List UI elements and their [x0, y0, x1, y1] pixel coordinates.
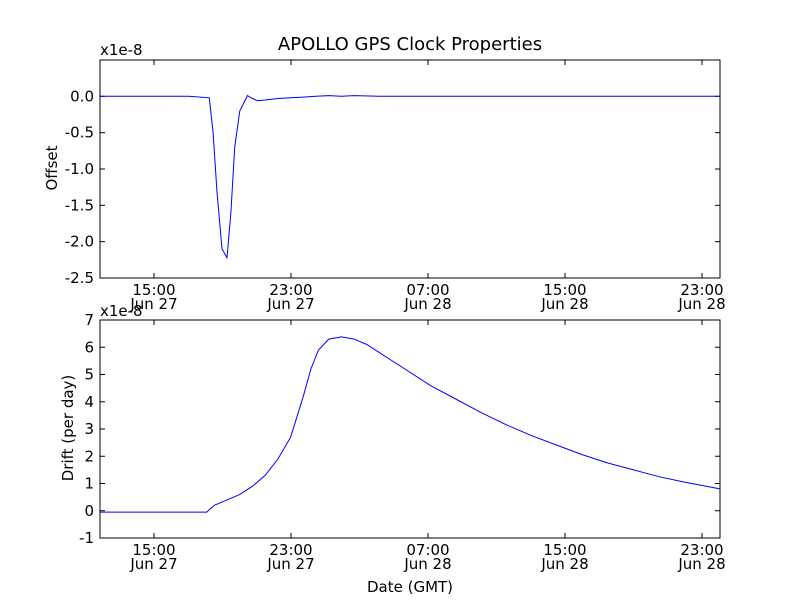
drift-xtick-time: 23:00: [680, 541, 723, 559]
drift-xtick-time: 23:00: [269, 541, 312, 559]
offset-xtick-time: 23:00: [269, 281, 312, 299]
offset-ytick-label: -1.5: [65, 196, 94, 214]
drift-ytick-label: 5: [84, 366, 94, 384]
offset-xtick-time: 15:00: [132, 281, 175, 299]
offset-xtick-date: Jun 27: [129, 295, 177, 313]
offset-ytick-label: 0.0: [70, 87, 94, 105]
offset-ytick-label: -2.0: [65, 233, 94, 251]
offset-y-label: Offset: [43, 145, 61, 190]
offset-xtick-date: Jun 28: [403, 295, 451, 313]
drift-xtick-date: Jun 28: [677, 555, 725, 573]
drift-multiplier: x1e-8: [100, 302, 143, 320]
offset-ytick-label: -0.5: [65, 124, 94, 142]
drift-xtick-date: Jun 27: [129, 555, 177, 573]
drift-series-line: [100, 336, 721, 513]
offset-plot-frame: [99, 59, 721, 279]
offset-xtick-date: Jun 27: [266, 295, 314, 313]
drift-ytick-label: 1: [84, 475, 94, 493]
drift-ytick-label: 4: [84, 393, 94, 411]
drift-xtick-date: Jun 27: [266, 555, 314, 573]
offset-xtick-date: Jun 28: [677, 295, 725, 313]
offset-ytick-label: -2.5: [65, 269, 94, 287]
drift-ytick-label: 6: [84, 338, 94, 356]
drift-panel: x1e-8 Drift (per day) Date (GMT) 7 6 5 4 3 2 1…: [59, 302, 726, 596]
offset-xtick-time: 07:00: [406, 281, 449, 299]
drift-ytick-label: 2: [84, 447, 94, 465]
drift-xtick-time: 07:00: [406, 541, 449, 559]
drift-xtick-time: 15:00: [543, 541, 586, 559]
drift-ytick-label: 7: [84, 311, 94, 329]
drift-plot-frame: [99, 319, 721, 539]
drift-ytick-label: 0: [84, 502, 94, 520]
offset-xtick-time: 23:00: [680, 281, 723, 299]
offset-multiplier: x1e-8: [100, 41, 143, 59]
offset-ytick-label: -1.0: [65, 160, 94, 178]
drift-ytick-label: 3: [84, 420, 94, 438]
drift-xtick-date: Jun 28: [403, 555, 451, 573]
offset-panel: x1e-8 Offset 0.0 -0.5 -1.0 -1.5 -2.0 -2.5 15:0…: [43, 41, 726, 313]
drift-x-label: Date (GMT): [367, 578, 453, 596]
drift-ytick-label: -1: [79, 529, 94, 547]
chart-title: APOLLO GPS Clock Properties: [278, 34, 542, 55]
drift-xtick-date: Jun 28: [540, 555, 588, 573]
offset-xtick-time: 15:00: [543, 281, 586, 299]
drift-y-label: Drift (per day): [59, 375, 77, 482]
offset-xtick-date: Jun 28: [540, 295, 588, 313]
offset-series-line: [100, 94, 720, 260]
drift-xtick-time: 15:00: [132, 541, 175, 559]
